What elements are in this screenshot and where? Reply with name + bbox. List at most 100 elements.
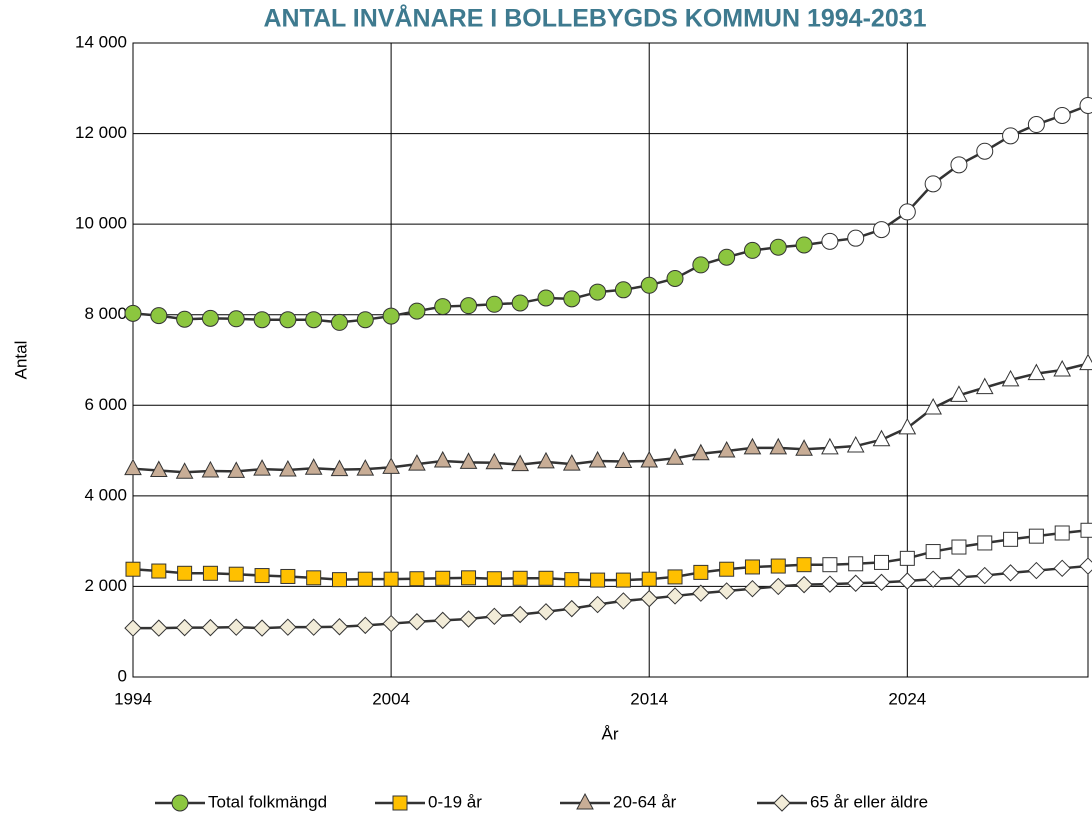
- legend-label: 65 år eller äldre: [810, 792, 928, 811]
- data-point: [253, 311, 271, 329]
- data-point: [847, 229, 865, 247]
- data-point: [846, 435, 865, 453]
- legend-label: 20-64 år: [613, 792, 677, 811]
- data-point: [1027, 116, 1045, 134]
- data-point: [718, 248, 736, 266]
- data-point: [382, 307, 400, 325]
- series-line: [132, 529, 1089, 582]
- data-point: [795, 236, 813, 254]
- x-axis-title: År: [602, 724, 619, 743]
- data-point: [227, 618, 245, 636]
- data-point: [1079, 96, 1092, 114]
- data-point: [124, 304, 142, 322]
- data-point: [125, 561, 141, 577]
- data-point: [227, 461, 246, 478]
- data-point: [950, 385, 968, 402]
- data-point: [564, 572, 580, 588]
- x-tick-label: 1994: [114, 689, 152, 708]
- data-point: [435, 570, 451, 586]
- chart-title: ANTAL INVÅNARE I BOLLEBYGDS KOMMUN 1994-…: [263, 4, 926, 33]
- data-point: [719, 561, 735, 577]
- data-point: [304, 618, 323, 636]
- data-point: [1027, 561, 1046, 580]
- legend-label: 0-19 år: [428, 792, 482, 811]
- data-point: [305, 311, 323, 329]
- data-point: [898, 203, 916, 221]
- data-point: [796, 557, 812, 573]
- plot-border: [132, 42, 1089, 678]
- series-line: [132, 362, 1089, 474]
- data-point: [769, 238, 787, 256]
- data-point: [1053, 359, 1072, 377]
- data-point: [976, 566, 994, 585]
- data-point: [951, 539, 967, 555]
- data-point: [304, 458, 323, 475]
- data-point: [666, 269, 684, 287]
- data-point: [588, 450, 607, 468]
- data-point: [666, 587, 684, 605]
- data-point: [511, 294, 529, 312]
- y-tick-label: 10 000: [75, 214, 127, 233]
- data-point: [202, 565, 218, 581]
- data-point: [588, 595, 607, 614]
- data-point: [227, 310, 245, 328]
- data-point: [1001, 564, 1020, 582]
- data-point: [615, 572, 631, 588]
- data-point: [330, 313, 348, 331]
- data-point: [899, 550, 915, 566]
- data-point: [692, 584, 710, 602]
- data-point: [253, 619, 271, 637]
- data-point: [977, 535, 993, 551]
- data-point: [1001, 369, 1020, 387]
- data-point: [717, 440, 736, 458]
- data-point: [175, 462, 194, 479]
- data-point: [717, 582, 736, 600]
- data-point: [898, 572, 917, 590]
- data-point: [1002, 127, 1020, 145]
- data-point: [795, 439, 813, 456]
- data-point: [1027, 363, 1046, 381]
- data-point: [280, 568, 296, 584]
- data-point: [925, 544, 941, 560]
- data-point: [331, 572, 347, 588]
- x-tick-label: 2014: [630, 689, 668, 708]
- data-point: [950, 156, 968, 174]
- legend-marker: [171, 794, 189, 812]
- data-point: [433, 450, 452, 468]
- data-point: [898, 417, 917, 435]
- data-point: [150, 619, 168, 637]
- data-point: [795, 575, 813, 594]
- data-point: [873, 221, 891, 239]
- data-point: [872, 429, 891, 447]
- data-point: [485, 295, 503, 313]
- data-point: [1053, 106, 1071, 124]
- data-point: [1054, 525, 1070, 541]
- data-point: [1053, 559, 1071, 578]
- x-tick-label: 2024: [888, 689, 926, 708]
- data-point: [485, 607, 504, 626]
- data-point: [357, 571, 373, 587]
- data-point: [149, 460, 168, 477]
- x-tick-label: 2004: [372, 689, 410, 708]
- data-point: [306, 570, 322, 586]
- data-point: [176, 310, 194, 328]
- data-point: [151, 563, 167, 579]
- data-point: [201, 618, 220, 637]
- data-point: [1079, 557, 1092, 575]
- data-point: [511, 454, 529, 472]
- data-point: [821, 575, 839, 593]
- data-point: [124, 458, 142, 476]
- data-point: [538, 570, 554, 586]
- data-point: [872, 573, 891, 592]
- data-point: [253, 459, 271, 476]
- data-point: [537, 289, 555, 307]
- data-point: [641, 571, 657, 587]
- data-point: [1028, 528, 1044, 544]
- data-point: [769, 577, 787, 596]
- y-tick-label: 8 000: [84, 304, 127, 323]
- y-tick-label: 14 000: [75, 32, 127, 51]
- data-point: [279, 459, 297, 477]
- data-point: [846, 574, 865, 592]
- data-point: [356, 616, 375, 635]
- data-point: [743, 579, 762, 598]
